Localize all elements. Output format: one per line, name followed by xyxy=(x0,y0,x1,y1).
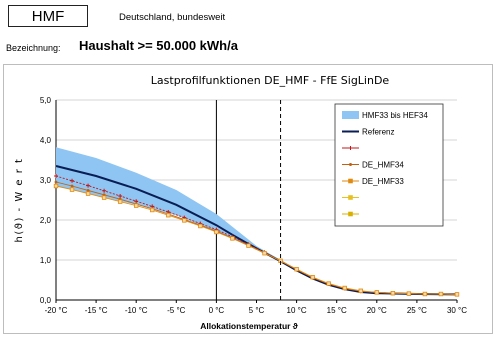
data-point xyxy=(342,285,347,291)
chart-title: Lastprofilfunktionen DE_HMF - FfE SigLin… xyxy=(151,74,390,87)
data-point xyxy=(406,291,412,296)
legend: HMF33 bis HEF34 Referenz DE_HMF34 DE_HMF33 xyxy=(334,103,444,227)
x-axis-label: Allokationstemperatur ϑ xyxy=(200,321,298,331)
y-tick-label: 2,0 xyxy=(40,216,52,225)
data-point xyxy=(134,199,139,204)
legend-box xyxy=(334,103,444,227)
data-point xyxy=(310,274,315,280)
band-hmf33-bis-hef34 xyxy=(56,147,457,295)
data-point xyxy=(54,180,58,184)
legend-marker xyxy=(348,211,353,217)
y-tick-label: 0,0 xyxy=(40,296,52,305)
data-point xyxy=(166,212,171,218)
data-point xyxy=(198,223,203,229)
x-tick-label: -10 °C xyxy=(125,306,148,315)
legend-label: Referenz xyxy=(362,128,394,137)
data-point xyxy=(438,291,444,297)
data-point xyxy=(374,290,379,295)
data-point xyxy=(54,174,58,178)
x-tick-label: 20 °C xyxy=(367,306,387,315)
legend-label: HMF33 bis HEF34 xyxy=(362,111,428,120)
profile-code: HMF xyxy=(31,7,65,25)
x-tick-label: -5 °C xyxy=(167,306,186,315)
legend-marker xyxy=(348,178,353,184)
profile-code-box: HMF xyxy=(8,5,88,27)
series-line-de-hmf33 xyxy=(55,185,458,295)
x-tick-label: -15 °C xyxy=(85,306,108,315)
y-tick-label: 3,0 xyxy=(40,176,52,185)
data-point xyxy=(422,291,428,297)
data-point xyxy=(182,218,187,223)
data-point xyxy=(86,189,90,192)
data-point xyxy=(214,229,219,235)
data-point xyxy=(390,290,396,296)
data-point xyxy=(86,183,91,188)
region-label: Deutschland, bundesweit xyxy=(119,12,226,23)
y-tick-label: 1,0 xyxy=(40,256,52,265)
data-point xyxy=(294,266,299,272)
data-point xyxy=(70,184,74,188)
data-point xyxy=(358,288,363,293)
series-line-unnamed-1 xyxy=(55,175,458,295)
legend-label: DE_HMF33 xyxy=(362,177,404,186)
chart-frame xyxy=(3,64,493,334)
data-point xyxy=(262,250,267,256)
axes xyxy=(55,100,458,303)
legend-label: DE_HMF34 xyxy=(362,161,404,170)
legend-marker xyxy=(348,146,353,150)
bezeichnung-label: Bezeichnung: xyxy=(6,43,61,53)
legend-swatch xyxy=(342,111,359,119)
x-tick-label: 30 °C xyxy=(447,306,467,315)
tick-labels: 0,0 1,0 2,0 3,0 4,0 5,0 -20 °C -15 °C -10 °C -5 °… xyxy=(40,96,467,315)
legend-marker xyxy=(349,163,352,166)
data-point xyxy=(454,292,460,297)
data-point xyxy=(133,203,139,208)
y-tick-label: 4,0 xyxy=(40,136,52,145)
data-point xyxy=(70,178,75,183)
data-point xyxy=(102,188,107,193)
data-point xyxy=(230,236,235,241)
bezeichnung-value: Haushalt >= 50.000 kWh/a xyxy=(79,38,238,53)
x-tick-label: 5 °C xyxy=(249,306,265,315)
x-tick-label: 10 °C xyxy=(287,306,307,315)
legend-marker xyxy=(348,195,353,200)
data-point xyxy=(53,183,59,189)
x-tick-label: 25 °C xyxy=(407,306,427,315)
data-point xyxy=(118,194,123,198)
x-tick-label: 15 °C xyxy=(327,306,347,315)
x-tick-label: -20 °C xyxy=(45,306,68,315)
x-tick-label: 0 °C xyxy=(209,306,225,315)
data-point xyxy=(150,207,155,213)
data-point xyxy=(326,281,331,286)
band-layer xyxy=(56,147,457,295)
data-point xyxy=(69,187,75,192)
data-point xyxy=(117,199,123,204)
data-point xyxy=(101,195,107,200)
data-point xyxy=(85,191,91,196)
y-tick-label: 5,0 xyxy=(40,96,52,105)
data-point xyxy=(246,243,251,248)
y-axis-label: h(ϑ) - W e r t xyxy=(14,158,25,243)
